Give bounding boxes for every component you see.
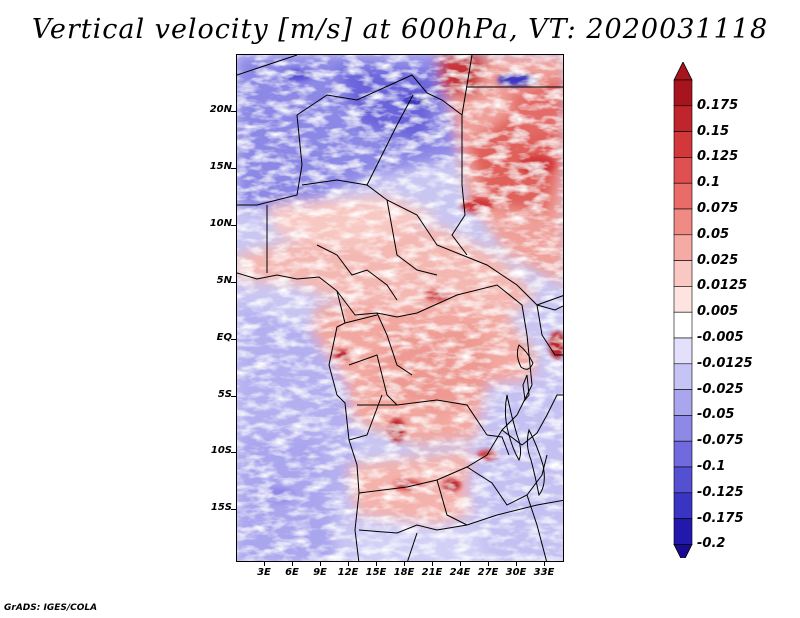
colorbar-segment: [673, 260, 693, 287]
lat-tick: [231, 452, 236, 453]
lon-label-24e: 24E: [449, 567, 471, 578]
lon-tick: [460, 562, 461, 566]
lat-tick: [231, 225, 236, 226]
lat-label-eq: EQ: [216, 332, 232, 343]
lon-tick: [292, 562, 293, 566]
colorbar-label: -0.0125: [697, 355, 753, 371]
velocity-field: [237, 55, 563, 561]
colorbar-segment: [673, 79, 693, 107]
lon-tick: [544, 562, 545, 566]
colorbar-segment: [673, 311, 693, 339]
lat-label-10n: 10N: [209, 218, 232, 229]
lon-tick: [488, 562, 489, 566]
colorbar-segment: [673, 466, 693, 494]
colorbar-segment: [673, 286, 693, 313]
lat-tick: [231, 168, 236, 169]
colorbar: [673, 62, 693, 558]
colorbar-label: -0.1: [697, 459, 726, 474]
colorbar-bottom-triangle: [673, 544, 693, 558]
colorbar-segment: [673, 182, 693, 210]
colorbar-label: 0.15: [697, 123, 730, 139]
lat-tick: [231, 509, 236, 510]
lat-tick: [231, 282, 236, 283]
lon-tick: [404, 562, 405, 566]
lon-tick: [264, 562, 265, 566]
colorbar-segment: [673, 234, 693, 261]
lon-tick: [376, 562, 377, 566]
colorbar-label: -0.125: [697, 484, 744, 500]
country-borders: [237, 55, 563, 561]
colorbar-label: -0.2: [697, 536, 726, 552]
lon-label-6e: 6E: [285, 567, 299, 578]
colorbar-segment: [673, 208, 693, 236]
lon-label-18e: 18E: [393, 567, 415, 578]
colorbar-segment: [673, 363, 693, 390]
colorbar-label: 0.1: [697, 175, 721, 191]
lat-label-15n: 15N: [209, 161, 232, 172]
lon-label-3e: 3E: [257, 567, 271, 578]
map-panel: [236, 54, 564, 562]
colorbar-segment: [673, 518, 693, 545]
colorbar-label: -0.025: [697, 381, 744, 397]
colorbar-label: 0.175: [697, 97, 739, 113]
lon-tick: [320, 562, 321, 566]
colorbar-label: 0.0125: [697, 278, 748, 294]
lon-label-33e: 33E: [533, 567, 555, 578]
lon-label-21e: 21E: [421, 567, 443, 578]
lon-label-12e: 12E: [337, 567, 359, 578]
lakes: [504, 344, 545, 497]
colorbar-label: 0.075: [697, 201, 739, 216]
map-title: Vertical velocity [m/s] at 600hPa, VT: 2…: [31, 14, 769, 45]
lon-tick: [516, 562, 517, 566]
colorbar-segment: [673, 105, 693, 132]
colorbar-segment: [673, 415, 693, 442]
colorbar-segment: [673, 131, 693, 158]
field-texture: [237, 55, 563, 561]
grads-credit: GrADS: IGES/COLA: [4, 603, 98, 613]
colorbar-label: 0.05: [697, 226, 730, 242]
colorbar-segment: [673, 157, 693, 184]
lat-label-20n: 20N: [209, 104, 232, 115]
lat-label-5s: 5S: [217, 389, 232, 400]
colorbar-label: -0.05: [697, 407, 735, 423]
colorbar-label: -0.005: [697, 330, 744, 345]
lat-label-5n: 5N: [216, 275, 232, 286]
lat-tick: [231, 111, 236, 112]
colorbar-segment: [673, 389, 693, 416]
colorbar-label: 0.025: [697, 252, 739, 268]
colorbar-segment: [673, 337, 693, 365]
lon-label-15e: 15E: [365, 567, 387, 578]
colorbar-segment: [673, 492, 693, 519]
colorbar-label: 0.125: [697, 149, 739, 165]
lat-tick: [231, 339, 236, 340]
colorbar-label: -0.175: [697, 510, 744, 526]
colorbar-segment: [673, 440, 693, 468]
lon-tick: [348, 562, 349, 566]
lon-label-30e: 30E: [505, 567, 527, 578]
lat-tick: [231, 396, 236, 397]
lon-label-27e: 27E: [477, 567, 499, 578]
lat-label-15s: 15S: [210, 502, 232, 513]
colorbar-top-triangle: [673, 62, 693, 81]
colorbar-label: 0.005: [697, 304, 739, 320]
lat-label-10s: 10S: [210, 445, 232, 456]
colorbar-label: -0.075: [697, 433, 744, 449]
lon-tick: [432, 562, 433, 566]
lon-label-9e: 9E: [313, 567, 327, 578]
